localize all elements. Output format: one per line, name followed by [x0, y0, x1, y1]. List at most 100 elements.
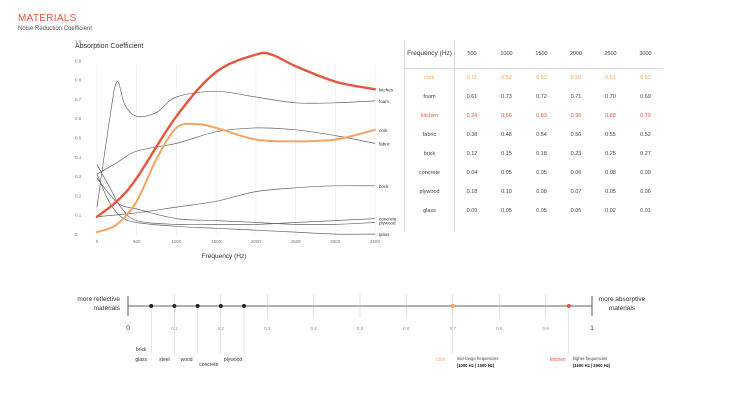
series-line-foam [96, 81, 376, 208]
table-cell: 0.05 [501, 208, 512, 214]
x-tick-label: 0 [96, 239, 99, 244]
scale-label-glass: glass [135, 357, 147, 363]
table-cell: 0.05 [501, 170, 512, 176]
scale-label-kitchen: kitchen [550, 357, 566, 363]
x-tick-label: 3500 [370, 239, 381, 244]
scale-point-wood [195, 304, 200, 308]
series-line-glass [96, 173, 376, 235]
table-cell: 0.01 [640, 208, 651, 214]
series-label-glass: glass [379, 232, 390, 237]
series-line-cork [96, 122, 376, 234]
absorption-table: Frequency (Hz) 500 1000 1500 2000 2500 3000 cor… [404, 40, 663, 232]
table-cell: 0.25 [605, 151, 616, 157]
table-cell: 0.11 [466, 75, 478, 81]
y-tick-label: 0.4 [75, 155, 82, 160]
scale-label-wood: wood [181, 357, 193, 363]
y-tick-label: 0.2 [75, 193, 82, 198]
table-row-label: kitchen [420, 113, 439, 119]
table-row-label: foam [423, 94, 436, 100]
x-tick-label: 500 [133, 239, 141, 244]
x-tick-label: 2000 [251, 239, 262, 244]
y-tick-label: 0.5 [75, 136, 82, 141]
table-cell: 0.24 [466, 113, 478, 119]
scale-left-caption: materials [94, 305, 121, 312]
table-cell: 0.09 [640, 170, 651, 176]
scale-point-kitchen [566, 304, 571, 308]
chart-title: Absorption Coefficient [75, 43, 143, 50]
y-tick-label: 0.9 [75, 58, 82, 63]
scale-tick-label: 0.6 [403, 326, 410, 331]
table-row-label: glass [423, 208, 436, 214]
scale-note: (1000 Hz | 1500 Hz) [457, 363, 495, 368]
table-cell: 0.50 [570, 75, 582, 81]
series-label-foam: foam [379, 99, 389, 104]
table-cell: 0.10 [501, 189, 512, 195]
x-tick-label: 1000 [171, 239, 182, 244]
scale-end-label: 0 [126, 325, 130, 332]
table-row-label: plywood [419, 189, 440, 195]
table-cell: 0.18 [466, 189, 478, 195]
table-row-label: fabric [422, 132, 437, 138]
table-cell: 0.72 [536, 94, 547, 100]
table-cell: 0.70 [605, 94, 616, 100]
table-header: 1000 [500, 51, 513, 57]
table-cell: 0.06 [570, 170, 582, 176]
scale-label-plywood: plywood [224, 357, 243, 363]
scale-label-brick: brick [136, 347, 147, 353]
table-cell: 0.02 [605, 208, 616, 214]
page-title: MATERIALS [18, 13, 77, 24]
table-cell: 0.08 [605, 170, 616, 176]
table-cell: 0.05 [605, 189, 616, 195]
y-tick-label: 1.0 [75, 39, 82, 44]
table-header: 2500 [604, 51, 617, 57]
table-cell: 0.79 [640, 113, 651, 119]
table-cell: 0.96 [570, 113, 582, 119]
table-cell: 0.23 [570, 151, 582, 157]
scale-right-caption: more absorptive [599, 296, 646, 303]
table-cell: 0.54 [536, 132, 547, 138]
table-row-label: concrete [418, 170, 441, 176]
scale-end-label: 1 [590, 325, 594, 332]
table-cell: 0.04 [466, 170, 478, 176]
table-cell: 0.83 [536, 113, 547, 119]
table-cell: 0.61 [466, 94, 478, 100]
scale-point-steel [172, 304, 177, 308]
series-label-kitchen: kitchen [379, 87, 394, 92]
table-cell: 0.88 [605, 113, 616, 119]
series-label-plywood: plywood [379, 220, 396, 225]
scale-point-concrete [218, 304, 223, 308]
table-cell: 0.69 [640, 94, 651, 100]
table-row-label: brick [423, 151, 436, 157]
y-tick-label: 0.3 [75, 174, 82, 179]
table-cell: 0.07 [570, 189, 582, 195]
scale-note: (1500 Hz | 2500 Hz) [573, 363, 611, 368]
x-tick-label: 3000 [330, 239, 341, 244]
scale-tick-label: 0.8 [496, 326, 503, 331]
scale-left-caption: more reflective [77, 296, 120, 303]
scale-point-cork [450, 304, 455, 308]
scale-note: higher frequencies [573, 356, 607, 361]
table-cell: 0.73 [501, 94, 512, 100]
series-label-cork: cork [379, 128, 388, 133]
series-label-concrete: concrete [379, 217, 397, 222]
table-cell: 0.55 [605, 132, 616, 138]
table-cell: 0.48 [501, 132, 512, 138]
table-header: 1500 [535, 51, 548, 57]
table-cell: 0.08 [536, 189, 547, 195]
table-cell: 0.05 [536, 208, 547, 214]
series-line-fabric [96, 127, 376, 175]
series-label-fabric: fabric [379, 141, 391, 146]
series-line-plywood [96, 177, 376, 225]
scale-tick-label: 0.3 [264, 326, 271, 331]
table-header: 3000 [639, 51, 652, 57]
scale-tick-label: 0.2 [218, 326, 225, 331]
table-cell: 0.18 [536, 151, 547, 157]
x-axis-label: Frequency (Hz) [202, 253, 247, 260]
table-row-label: cork [424, 75, 435, 81]
y-tick-label: 0.7 [75, 97, 82, 102]
series-line-kitchen [95, 51, 377, 218]
table-cell: 0.09 [466, 208, 478, 214]
table-column-divider [454, 40, 455, 232]
table-header: 500 [467, 51, 477, 57]
table-cell: 0.71 [570, 94, 582, 100]
